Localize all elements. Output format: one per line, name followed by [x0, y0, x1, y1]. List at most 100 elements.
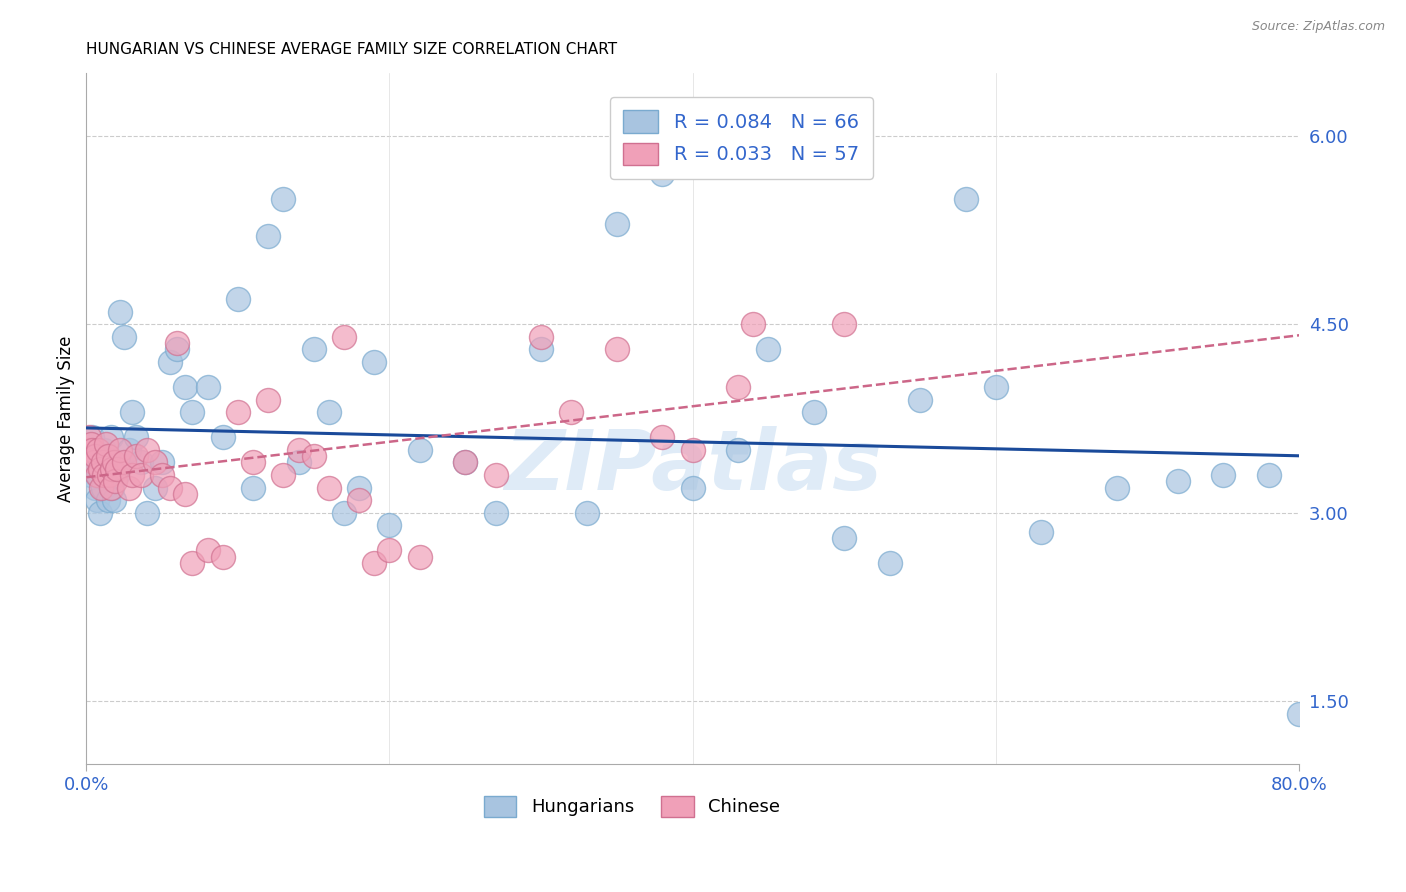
- Point: [333, 330, 356, 344]
- Point: [103, 455, 125, 469]
- Point: [96, 493, 118, 508]
- Point: [1257, 468, 1279, 483]
- Point: [484, 468, 506, 483]
- Point: [197, 543, 219, 558]
- Point: [173, 487, 195, 501]
- Point: [83, 455, 105, 469]
- Point: [159, 481, 181, 495]
- Point: [104, 475, 127, 489]
- Point: [121, 468, 143, 483]
- Point: [560, 405, 582, 419]
- Point: [84, 449, 107, 463]
- Y-axis label: Average Family Size: Average Family Size: [58, 335, 75, 501]
- Point: [82, 442, 104, 457]
- Point: [79, 430, 101, 444]
- Point: [226, 405, 249, 419]
- Point: [86, 493, 108, 508]
- Point: [181, 556, 204, 570]
- Point: [112, 455, 135, 469]
- Point: [333, 506, 356, 520]
- Point: [651, 430, 673, 444]
- Point: [803, 405, 825, 419]
- Point: [82, 430, 104, 444]
- Point: [242, 481, 264, 495]
- Point: [94, 436, 117, 450]
- Point: [409, 442, 432, 457]
- Point: [1167, 475, 1189, 489]
- Point: [93, 442, 115, 457]
- Point: [173, 380, 195, 394]
- Point: [90, 481, 112, 495]
- Point: [832, 318, 855, 332]
- Point: [363, 355, 385, 369]
- Point: [91, 481, 114, 495]
- Point: [83, 455, 105, 469]
- Point: [347, 481, 370, 495]
- Point: [984, 380, 1007, 394]
- Point: [98, 455, 121, 469]
- Point: [1107, 481, 1129, 495]
- Point: [143, 481, 166, 495]
- Point: [727, 380, 749, 394]
- Point: [105, 468, 128, 483]
- Point: [682, 481, 704, 495]
- Point: [302, 343, 325, 357]
- Point: [108, 442, 131, 457]
- Point: [226, 292, 249, 306]
- Point: [101, 481, 124, 495]
- Point: [318, 405, 340, 419]
- Point: [91, 455, 114, 469]
- Point: [89, 506, 111, 520]
- Point: [79, 442, 101, 457]
- Point: [129, 455, 152, 469]
- Point: [136, 506, 159, 520]
- Point: [1288, 706, 1310, 721]
- Point: [98, 468, 121, 483]
- Point: [908, 392, 931, 407]
- Point: [257, 229, 280, 244]
- Point: [87, 442, 110, 457]
- Point: [108, 305, 131, 319]
- Point: [143, 455, 166, 469]
- Point: [575, 506, 598, 520]
- Point: [378, 543, 401, 558]
- Point: [125, 449, 148, 463]
- Point: [454, 455, 477, 469]
- Legend: Hungarians, Chinese: Hungarians, Chinese: [477, 789, 787, 824]
- Point: [197, 380, 219, 394]
- Point: [90, 455, 112, 469]
- Point: [105, 461, 128, 475]
- Point: [242, 455, 264, 469]
- Point: [879, 556, 901, 570]
- Point: [347, 493, 370, 508]
- Point: [273, 468, 295, 483]
- Point: [136, 442, 159, 457]
- Point: [273, 192, 295, 206]
- Point: [530, 330, 553, 344]
- Point: [606, 217, 628, 231]
- Text: ZIPatlas: ZIPatlas: [503, 426, 882, 508]
- Point: [100, 481, 122, 495]
- Point: [84, 481, 107, 495]
- Point: [118, 442, 141, 457]
- Point: [287, 455, 309, 469]
- Point: [211, 430, 233, 444]
- Point: [1212, 468, 1234, 483]
- Point: [150, 455, 173, 469]
- Point: [318, 481, 340, 495]
- Point: [96, 449, 118, 463]
- Point: [832, 531, 855, 545]
- Point: [727, 442, 749, 457]
- Point: [409, 549, 432, 564]
- Point: [530, 343, 553, 357]
- Point: [94, 468, 117, 483]
- Point: [742, 318, 765, 332]
- Point: [211, 549, 233, 564]
- Point: [758, 343, 780, 357]
- Point: [93, 468, 115, 483]
- Text: HUNGARIAN VS CHINESE AVERAGE FAMILY SIZE CORRELATION CHART: HUNGARIAN VS CHINESE AVERAGE FAMILY SIZE…: [86, 42, 617, 57]
- Point: [80, 436, 103, 450]
- Point: [484, 506, 506, 520]
- Point: [257, 392, 280, 407]
- Point: [101, 461, 124, 475]
